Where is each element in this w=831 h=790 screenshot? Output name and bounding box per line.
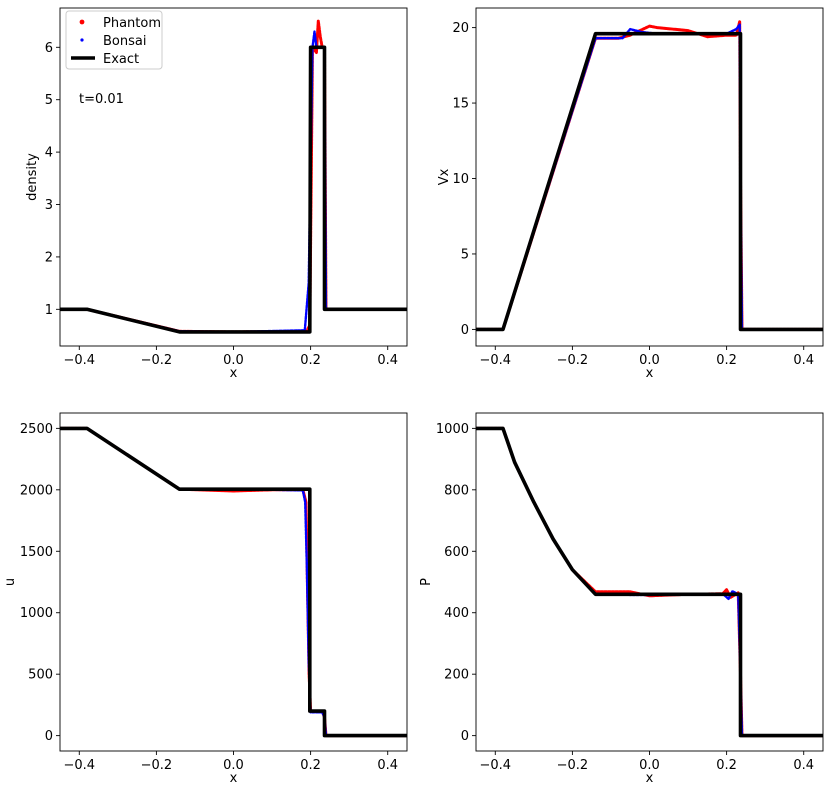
u-series-bonsai <box>60 427 407 737</box>
density-ylabel: density <box>25 153 40 201</box>
u-ytick-label: 500 <box>28 668 53 683</box>
vx-ytick-label: 0 <box>461 323 469 338</box>
p-xtick-label: 0.2 <box>716 758 737 773</box>
u-xtick-label: −0.2 <box>141 758 173 773</box>
vx-series-bonsai <box>476 23 823 331</box>
legend-box <box>65 10 163 70</box>
vx-xtick-label: 0.2 <box>716 353 737 368</box>
pressure-panel: −0.4 −0.2 0.0 0.2 0.4 0 200 400 600 800 1000 x P <box>419 412 824 786</box>
vx-xtick-label: −0.2 <box>557 353 589 368</box>
u-xtick-label: 0.4 <box>377 758 398 773</box>
legend-marker-bonsai <box>80 38 84 42</box>
p-xtick-label: 0.4 <box>793 758 814 773</box>
legend-marker-phantom <box>79 19 85 25</box>
p-ytick-label: 400 <box>444 606 469 621</box>
density-xtick-label: 0.0 <box>223 353 244 368</box>
vx-ylabel: Vx <box>437 168 452 185</box>
density-panel: −0.4 −0.2 0.0 0.2 0.4 1 2 3 4 5 6 x density <box>25 7 408 381</box>
p-ytick-label: 200 <box>444 668 469 683</box>
density-xtick-label: 0.2 <box>300 353 321 368</box>
u-ylabel: u <box>3 578 18 586</box>
u-ytick-label: 1000 <box>20 606 53 621</box>
vx-xtick-label: 0.0 <box>639 353 660 368</box>
vx-ytick-label: 20 <box>452 21 469 36</box>
u-series-exact <box>60 426 407 738</box>
vx-xtick-label: −0.4 <box>479 353 511 368</box>
p-ytick-label: 0 <box>461 729 469 744</box>
u-xtick-label: 0.0 <box>223 758 244 773</box>
u-panel: −0.4 −0.2 0.0 0.2 0.4 0 500 1000 1500 2000 2500 x u <box>3 412 408 786</box>
u-axes-frame <box>59 412 408 752</box>
vx-series-phantom <box>476 20 823 331</box>
u-xtick-label: −0.4 <box>63 758 95 773</box>
p-series-phantom <box>476 426 823 738</box>
vx-plot-area <box>476 20 823 332</box>
vx-ytick-label: 15 <box>452 97 469 112</box>
legend-label-exact: Exact <box>103 52 139 67</box>
vx-ytick-label: 10 <box>452 172 469 187</box>
density-ytick-label: 1 <box>45 303 53 318</box>
p-xtick-label: −0.4 <box>479 758 511 773</box>
density-series-bonsai <box>60 30 407 334</box>
vx-ytick-label: 5 <box>461 247 469 262</box>
vx-xlabel: x <box>646 366 654 381</box>
p-xlabel: x <box>646 771 654 786</box>
time-annotation: t=0.01 <box>79 92 124 107</box>
u-ytick-label: 2500 <box>20 422 53 437</box>
legend-label-bonsai: Bonsai <box>103 34 146 49</box>
density-plot-area <box>60 19 407 334</box>
density-series-exact <box>60 45 407 334</box>
density-ytick-label: 6 <box>45 41 53 56</box>
u-series-phantom <box>60 426 407 738</box>
p-series-bonsai <box>476 427 823 737</box>
density-ytick-label: 2 <box>45 250 53 265</box>
p-ytick-label: 800 <box>444 483 469 498</box>
vx-series-exact <box>476 31 823 332</box>
density-ytick-label: 5 <box>45 93 53 108</box>
u-ytick-label: 2000 <box>20 483 53 498</box>
p-ytick-label: 600 <box>444 545 469 560</box>
density-xtick-label: −0.4 <box>63 353 95 368</box>
p-xtick-label: −0.2 <box>557 758 589 773</box>
density-ytick-label: 3 <box>45 198 53 213</box>
u-ytick-label: 0 <box>45 729 53 744</box>
p-axes-frame <box>475 412 824 752</box>
vx-xtick-label: 0.4 <box>793 353 814 368</box>
p-ylabel: P <box>419 578 434 586</box>
u-xtick-label: 0.2 <box>300 758 321 773</box>
legend: Phantom Bonsai Exact <box>65 10 163 70</box>
u-ytick-label: 1500 <box>20 545 53 560</box>
p-xtick-label: 0.0 <box>639 758 660 773</box>
legend-label-phantom: Phantom <box>103 16 161 31</box>
density-ytick-label: 4 <box>45 146 53 161</box>
vx-axes-frame <box>475 7 824 347</box>
density-xlabel: x <box>230 366 238 381</box>
vx-panel: −0.4 −0.2 0.0 0.2 0.4 0 5 10 15 20 x Vx <box>437 7 824 381</box>
density-xtick-label: 0.4 <box>377 353 398 368</box>
u-xlabel: x <box>230 771 238 786</box>
p-ytick-label: 1000 <box>436 422 469 437</box>
u-plot-area <box>60 426 407 738</box>
p-series-exact <box>476 426 823 738</box>
density-xtick-label: −0.2 <box>141 353 173 368</box>
p-plot-area <box>476 426 823 738</box>
